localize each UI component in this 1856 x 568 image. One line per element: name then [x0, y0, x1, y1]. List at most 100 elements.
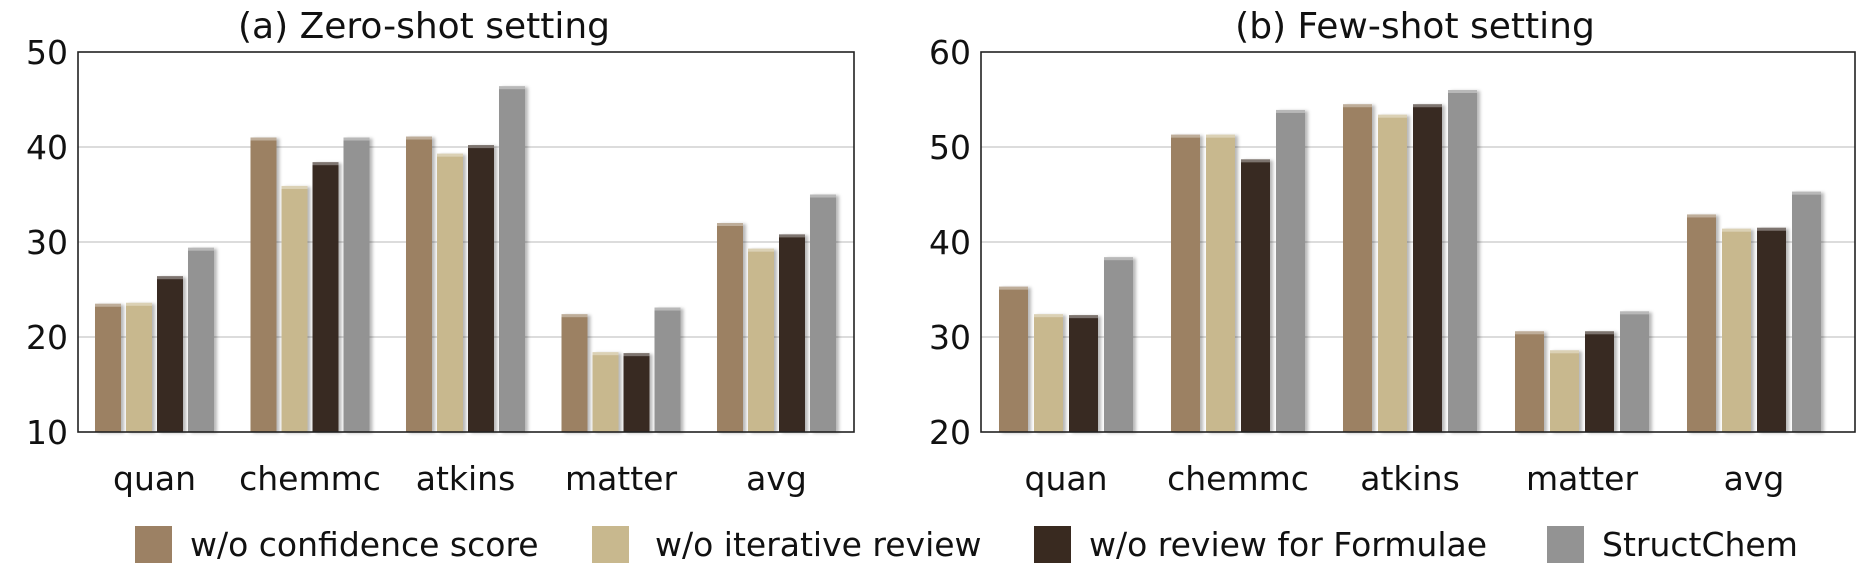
y-tick-label: 40 — [929, 223, 971, 262]
bar-highlight — [1343, 104, 1372, 108]
category-label: chemmc — [239, 459, 381, 498]
bar-avg-1 — [748, 248, 774, 432]
category-label: quan — [113, 459, 196, 498]
bar-highlight — [1413, 104, 1442, 108]
bar-highlight — [1792, 191, 1821, 195]
bar-highlight — [1620, 311, 1649, 315]
category-label: chemmc — [1167, 459, 1309, 498]
bar-matter-1 — [592, 352, 619, 432]
y-tick-label: 10 — [26, 413, 68, 452]
bar-atkins-3 — [1448, 90, 1477, 432]
bar-quan-1 — [126, 302, 152, 432]
few-shot-chart: (b) Few-shot setting 20 30 40 50 60 quan chem… — [929, 6, 1856, 498]
bar-avg-0 — [1687, 214, 1716, 432]
bar-quan-3 — [1104, 257, 1133, 432]
legend-label: w/o review for Formulae — [1089, 525, 1487, 564]
bar-highlight — [312, 162, 339, 166]
bar-quan-0 — [95, 303, 121, 432]
legend-item: w/o confidence score — [135, 525, 539, 564]
legend: w/o confidence score w/o iterative revie… — [135, 525, 1798, 564]
bar-highlight — [1585, 331, 1614, 335]
legend-label: StructChem — [1602, 525, 1798, 564]
plot-frame — [77, 51, 855, 433]
bar-highlight — [1448, 90, 1477, 93]
y-tick-label: 40 — [26, 128, 68, 167]
bar-avg-2 — [779, 234, 805, 432]
chart-title: (b) Few-shot setting — [1235, 6, 1595, 47]
bar-quan-0 — [999, 286, 1028, 432]
bar-highlight — [623, 353, 650, 357]
bar-avg-1 — [1722, 228, 1751, 432]
bar-matter-1 — [1550, 350, 1579, 432]
bar-highlight — [188, 247, 214, 251]
bar-chemmc-0 — [250, 137, 277, 432]
bar-atkins-3 — [499, 86, 525, 432]
category-label: matter — [565, 459, 678, 498]
bar-highlight — [561, 314, 588, 318]
legend-swatch — [592, 526, 629, 563]
bar-highlight — [1515, 331, 1544, 335]
y-tick-label: 50 — [929, 128, 971, 167]
bar-highlight — [1276, 109, 1305, 113]
y-tick-label: 20 — [26, 318, 68, 357]
bar-highlight — [1104, 257, 1133, 261]
bar-highlight — [499, 86, 525, 90]
bar-highlight — [157, 276, 183, 280]
legend-item: w/o iterative review — [592, 525, 982, 564]
category-label: matter — [1526, 459, 1639, 498]
bar-chemmc-1 — [1206, 134, 1235, 432]
legend-label: w/o confidence score — [190, 525, 539, 564]
bar-avg-3 — [810, 194, 836, 432]
y-tick-label: 20 — [929, 413, 971, 452]
plot-frame — [980, 51, 1856, 433]
bar-highlight — [592, 352, 619, 356]
bar-highlight — [1687, 214, 1716, 218]
bar-matter-2 — [623, 353, 650, 432]
bar-quan-2 — [157, 276, 183, 432]
legend-item: w/o review for Formulae — [1034, 525, 1487, 564]
bar-atkins-2 — [1413, 104, 1442, 432]
legend-item: StructChem — [1547, 525, 1798, 564]
legend-swatch — [135, 526, 172, 563]
bar-chemmc-2 — [1241, 159, 1270, 432]
bar-matter-0 — [561, 314, 588, 432]
bar-highlight — [126, 302, 152, 306]
bar-highlight — [1550, 350, 1579, 354]
bar-highlight — [281, 185, 308, 189]
bar-highlight — [1241, 159, 1270, 163]
bar-matter-0 — [1515, 331, 1544, 432]
bar-highlight — [748, 248, 774, 252]
bar-highlight — [437, 153, 463, 157]
bar-highlight — [250, 137, 277, 141]
bar-quan-2 — [1069, 315, 1098, 432]
category-label: quan — [1025, 459, 1108, 498]
category-label: avg — [1724, 459, 1785, 498]
zero-shot-chart: (a) Zero-shot setting 10 20 30 40 50 quan che… — [26, 6, 855, 498]
bar-chemmc-2 — [312, 162, 339, 432]
category-label: avg — [746, 459, 807, 498]
legend-swatch — [1547, 526, 1584, 563]
bar-quan-1 — [1034, 314, 1063, 432]
legend-label: w/o iterative review — [655, 525, 982, 564]
bar-highlight — [810, 194, 836, 198]
bar-highlight — [779, 234, 805, 238]
bar-atkins-1 — [1378, 114, 1407, 432]
bar-avg-0 — [717, 223, 743, 432]
bar-chemmc-0 — [1171, 134, 1200, 432]
category-label: atkins — [416, 459, 516, 498]
bar-atkins-1 — [437, 153, 463, 432]
bar-highlight — [717, 223, 743, 226]
bar-chemmc-3 — [343, 137, 370, 432]
bar-highlight — [468, 145, 494, 149]
bar-avg-2 — [1757, 227, 1786, 432]
y-tick-label: 60 — [929, 33, 971, 72]
bar-highlight — [999, 286, 1028, 290]
bar-highlight — [1757, 227, 1786, 231]
bar-chemmc-1 — [281, 185, 308, 432]
bar-matter-3 — [1620, 311, 1649, 432]
bar-chemmc-3 — [1276, 109, 1305, 432]
bar-highlight — [1378, 114, 1407, 118]
bar-atkins-0 — [406, 136, 432, 433]
bar-highlight — [654, 307, 681, 311]
